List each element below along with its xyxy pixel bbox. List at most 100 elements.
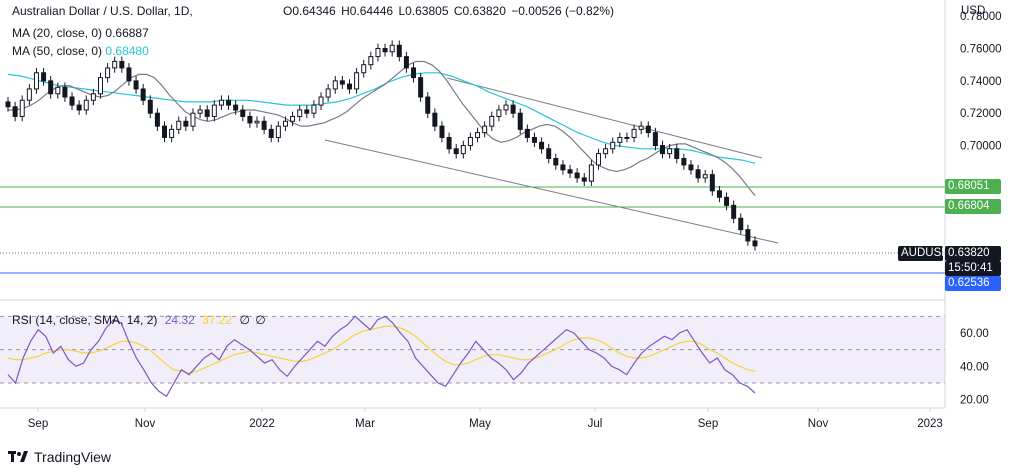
ma50-value: 0.68480 (105, 44, 149, 58)
candle-up (638, 125, 644, 130)
ma50-polyline (7, 72, 756, 164)
channel-lower (324, 139, 779, 244)
candles (5, 40, 758, 251)
candle-up (361, 64, 367, 74)
candle-up (389, 44, 395, 53)
candle-down (5, 101, 11, 108)
rsi-polyline (7, 315, 756, 398)
price-tick-label: 0.70000 (960, 141, 1002, 153)
candle-down (382, 48, 388, 53)
price-tick-label: 0.72000 (960, 108, 1002, 120)
ma20-legend[interactable]: MA (20, close, 0) 0.66887 (12, 26, 149, 40)
rsi-tick-label: 40.00 (960, 361, 989, 373)
candle-up (354, 72, 360, 90)
candle-down (652, 132, 658, 147)
time-tick-label: 2022 (249, 418, 275, 430)
axes: 0.780000.760000.740000.720000.700000.660… (0, 0, 1002, 430)
candle-down (268, 128, 274, 138)
candle-down (204, 109, 210, 117)
rsi-tick-label: 60.00 (960, 328, 989, 340)
candle-up (460, 145, 466, 155)
candle-down (716, 190, 722, 198)
candle-up (275, 125, 281, 138)
candle-up (33, 72, 39, 90)
candle-up (19, 99, 25, 117)
candle-down (645, 125, 651, 134)
trend-channel (324, 77, 779, 244)
candle-down (681, 157, 687, 166)
brand-name: TradingView (34, 449, 112, 465)
currency-label: USD (961, 5, 986, 17)
candle-up (211, 104, 217, 117)
candle-down (546, 148, 552, 159)
candle-up (588, 164, 594, 182)
candle-down (162, 125, 168, 138)
candle-down (752, 240, 758, 247)
ma50-line (7, 72, 756, 164)
candle-down (432, 112, 438, 127)
ma20-polyline (8, 60, 756, 197)
rsi-sma-value: 37.22 (202, 313, 233, 327)
candle-down (48, 80, 54, 95)
time-tick-label: May (469, 418, 491, 430)
candle-down (567, 169, 573, 174)
level-badge-2: 0.66804 (945, 199, 1001, 214)
price-tick-label: 0.78000 (960, 11, 1002, 23)
candle-down (247, 115, 253, 124)
candle-up (603, 148, 609, 155)
rsi-tick-label: 20.00 (960, 395, 989, 407)
candle-down (581, 177, 587, 182)
candle-up (332, 80, 338, 90)
candle-down (531, 136, 537, 143)
candle-up (702, 174, 708, 179)
rsi-lines (7, 315, 756, 398)
symbol-title: Australian Dollar / U.S. Dollar, 1D, (12, 4, 193, 18)
candle-up (475, 132, 481, 138)
candle-down (62, 86, 68, 98)
candle-down (147, 99, 153, 114)
candle-down (233, 104, 239, 111)
candle-up (55, 86, 61, 95)
candle-down (660, 145, 666, 155)
candle-down (524, 128, 530, 138)
candle-down (731, 204, 737, 219)
candle-down (76, 104, 82, 111)
candle-up (624, 136, 630, 139)
candle-up (26, 88, 32, 101)
candle-down (738, 217, 744, 231)
candle-down (674, 148, 680, 159)
candle-down (688, 164, 694, 171)
tradingview-logo[interactable]: TradingView (8, 449, 111, 465)
candle-up (83, 99, 89, 111)
candle-up (169, 128, 175, 138)
change-value: −0.00526 (−0.82%) (511, 4, 614, 18)
candle-down (539, 141, 545, 150)
candle-up (97, 77, 103, 95)
candle-down (425, 96, 431, 114)
horizontal-levels (0, 186, 945, 274)
level-badge-1: 0.68051 (945, 179, 1001, 194)
time-tick-label: Jul (588, 418, 603, 430)
candle-up (610, 141, 616, 150)
candle-down (183, 120, 189, 127)
candle-down (724, 196, 730, 206)
price-tick-label: 0.74000 (960, 76, 1002, 88)
candle-down (411, 67, 417, 79)
candle-up (176, 120, 182, 130)
candle-down (560, 164, 566, 171)
candle-up (90, 93, 96, 101)
rsi-band (0, 315, 945, 384)
candle-up (254, 120, 260, 124)
rsi-legend[interactable]: RSI (14, close, SMA, 14, 2) 24.32 37.22 … (12, 313, 266, 327)
ma50-legend[interactable]: MA (50, close, 0) 0.68480 (12, 44, 149, 58)
ma20-line (8, 60, 756, 197)
candle-down (396, 44, 402, 58)
candle-down (517, 112, 523, 130)
price-tick-label: 0.76000 (960, 44, 1002, 56)
symbol-badge: AUDUSD (898, 246, 950, 261)
time-tick-label: Nov (135, 418, 156, 430)
channel-upper (446, 77, 763, 159)
close-value: C0.63820 (453, 4, 506, 18)
candle-down (140, 88, 146, 101)
